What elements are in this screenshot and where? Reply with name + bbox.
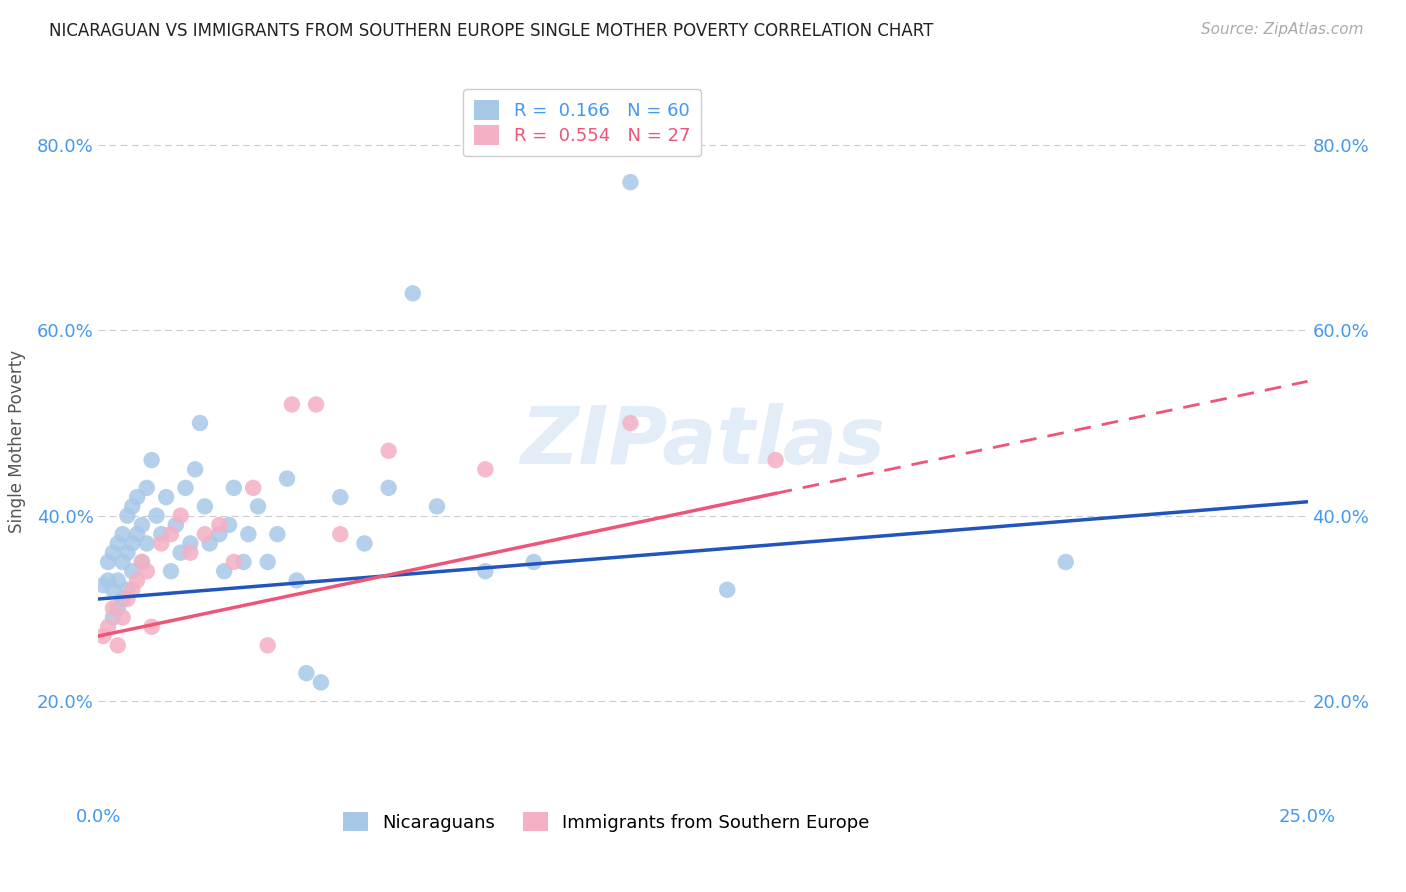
Text: NICARAGUAN VS IMMIGRANTS FROM SOUTHERN EUROPE SINGLE MOTHER POVERTY CORRELATION : NICARAGUAN VS IMMIGRANTS FROM SOUTHERN E…: [49, 22, 934, 40]
Point: [266, 527, 288, 541]
Legend: Nicaraguans, Immigrants from Southern Europe: Nicaraguans, Immigrants from Southern Eu…: [333, 803, 879, 841]
Point: [619, 175, 641, 189]
Y-axis label: Single Mother Poverty: Single Mother Poverty: [7, 350, 25, 533]
Point: [135, 564, 157, 578]
Point: [242, 481, 264, 495]
Point: [402, 286, 425, 301]
Point: [232, 555, 254, 569]
Point: [101, 601, 124, 615]
Point: [117, 546, 139, 560]
Point: [111, 555, 134, 569]
Point: [377, 443, 399, 458]
Point: [121, 564, 143, 578]
Point: [107, 574, 129, 588]
Point: [117, 582, 139, 597]
Point: [165, 517, 187, 532]
Point: [353, 536, 375, 550]
Point: [111, 592, 134, 607]
Point: [474, 564, 496, 578]
Point: [131, 555, 153, 569]
Point: [212, 564, 235, 578]
Point: [111, 610, 134, 624]
Point: [160, 527, 183, 541]
Point: [121, 536, 143, 550]
Point: [141, 620, 163, 634]
Point: [101, 610, 124, 624]
Point: [309, 675, 332, 690]
Point: [127, 490, 149, 504]
Point: [174, 481, 197, 495]
Text: ZIPatlas: ZIPatlas: [520, 402, 886, 481]
Point: [222, 555, 245, 569]
Point: [218, 517, 240, 532]
Point: [150, 527, 173, 541]
Point: [141, 453, 163, 467]
Point: [145, 508, 167, 523]
Point: [194, 500, 217, 514]
Point: [107, 601, 129, 615]
Point: [160, 564, 183, 578]
Point: [127, 527, 149, 541]
Point: [222, 481, 245, 495]
Point: [131, 517, 153, 532]
Point: [91, 629, 114, 643]
Point: [155, 490, 177, 504]
Point: [91, 578, 114, 592]
Point: [194, 527, 217, 541]
Point: [198, 536, 221, 550]
Point: [101, 546, 124, 560]
Point: [285, 574, 308, 588]
Point: [169, 508, 191, 523]
Point: [117, 508, 139, 523]
Point: [150, 536, 173, 550]
Point: [127, 574, 149, 588]
Point: [107, 536, 129, 550]
Point: [179, 546, 201, 560]
Point: [256, 555, 278, 569]
Point: [247, 500, 270, 514]
Point: [716, 582, 738, 597]
Point: [329, 490, 352, 504]
Point: [208, 527, 231, 541]
Point: [208, 517, 231, 532]
Point: [121, 500, 143, 514]
Point: [256, 638, 278, 652]
Point: [117, 592, 139, 607]
Point: [107, 638, 129, 652]
Point: [97, 574, 120, 588]
Point: [135, 536, 157, 550]
Point: [179, 536, 201, 550]
Point: [377, 481, 399, 495]
Point: [238, 527, 260, 541]
Point: [184, 462, 207, 476]
Point: [474, 462, 496, 476]
Point: [169, 546, 191, 560]
Point: [188, 416, 211, 430]
Point: [111, 527, 134, 541]
Point: [97, 555, 120, 569]
Point: [426, 500, 449, 514]
Point: [523, 555, 546, 569]
Point: [305, 397, 328, 411]
Point: [101, 582, 124, 597]
Point: [765, 453, 787, 467]
Point: [97, 620, 120, 634]
Point: [276, 472, 298, 486]
Point: [329, 527, 352, 541]
Text: Source: ZipAtlas.com: Source: ZipAtlas.com: [1201, 22, 1364, 37]
Point: [295, 666, 318, 681]
Point: [281, 397, 304, 411]
Point: [121, 582, 143, 597]
Point: [1054, 555, 1077, 569]
Point: [131, 555, 153, 569]
Point: [135, 481, 157, 495]
Point: [619, 416, 641, 430]
